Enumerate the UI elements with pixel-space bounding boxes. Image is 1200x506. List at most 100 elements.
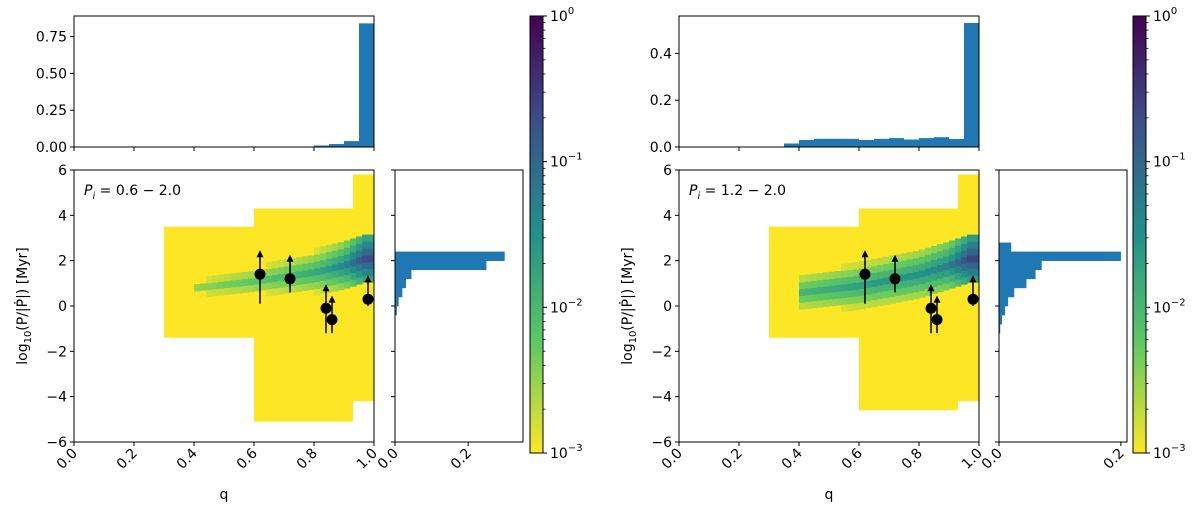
heatmap-cell bbox=[937, 278, 944, 286]
heatmap-cell bbox=[883, 283, 890, 292]
heatmap-cell bbox=[272, 288, 279, 296]
top-histogram bbox=[784, 23, 979, 148]
top-y-tick-label: 0.50 bbox=[36, 66, 67, 82]
heatmap-cell bbox=[236, 279, 243, 287]
heatmap-cell bbox=[937, 250, 944, 259]
heatmap-cell bbox=[332, 284, 339, 292]
heatmap-cell bbox=[943, 269, 950, 277]
heatmap-cell bbox=[889, 255, 896, 263]
heatmap-cell bbox=[931, 266, 938, 274]
heatmap-cell bbox=[913, 271, 920, 279]
heatmap-cell bbox=[853, 262, 860, 270]
heatmap-cell bbox=[829, 285, 836, 293]
heatmap-cell bbox=[925, 274, 932, 283]
heatmap-cell bbox=[901, 253, 908, 261]
heatmap-cell bbox=[919, 263, 926, 271]
heatmap-cell bbox=[200, 283, 207, 291]
heatmap-cell bbox=[224, 273, 231, 282]
heatmap-cell bbox=[811, 300, 818, 309]
heatmap-cell bbox=[332, 263, 339, 272]
right-x-tick-label: 0.2 bbox=[448, 446, 475, 473]
heatmap-cell bbox=[859, 302, 866, 310]
x-tick-label: 0.2 bbox=[719, 446, 746, 473]
heatmap-cell bbox=[350, 265, 357, 273]
heatmap-cell bbox=[949, 281, 956, 289]
heatmap-cell bbox=[817, 279, 824, 288]
heatmap-cell bbox=[350, 258, 357, 267]
heatmap-cell bbox=[350, 252, 357, 260]
heatmap-cell bbox=[206, 289, 213, 297]
top-axes-frame bbox=[678, 15, 980, 148]
heatmap-cell bbox=[955, 258, 962, 267]
heatmap-cell bbox=[811, 294, 818, 302]
heatmap-cell bbox=[218, 288, 225, 296]
heatmap-cell bbox=[967, 261, 974, 270]
heatmap-cell bbox=[847, 303, 854, 311]
heatmap-cell bbox=[817, 286, 824, 294]
heatmap-cell bbox=[326, 258, 333, 266]
top-hist-bar bbox=[329, 144, 344, 147]
heatmap-cell bbox=[266, 261, 273, 270]
observation-arrow-head bbox=[256, 250, 264, 258]
heatmap-cell bbox=[248, 271, 255, 279]
heatmap-cell bbox=[973, 255, 980, 263]
heatmap-cell bbox=[901, 260, 908, 268]
heatmap-cell bbox=[308, 282, 315, 290]
heatmap-cell bbox=[859, 261, 866, 269]
heatmap-cell bbox=[877, 291, 884, 300]
heatmap-cell bbox=[278, 280, 285, 288]
heatmap-cell bbox=[302, 283, 309, 291]
heatmap-cell bbox=[811, 287, 818, 295]
heatmap-cell bbox=[841, 277, 848, 285]
heatmap-cell bbox=[332, 277, 339, 285]
top-hist-bar bbox=[964, 23, 979, 148]
heatmap-cell bbox=[931, 279, 938, 288]
heatmap-cell bbox=[350, 245, 357, 253]
top-y-tick-label: 0.75 bbox=[36, 30, 67, 46]
heatmap-cell bbox=[949, 267, 956, 275]
heatmap-cell bbox=[853, 282, 860, 290]
heatmap-cell bbox=[296, 264, 303, 272]
right-x-tick-label: 0.0 bbox=[375, 446, 402, 473]
heatmap-cell bbox=[913, 285, 920, 293]
heatmap-cell bbox=[206, 282, 213, 291]
observation-point bbox=[967, 293, 979, 305]
heatmap-cell bbox=[805, 287, 812, 296]
heatmap-cell bbox=[889, 282, 896, 291]
heatmap-cell bbox=[338, 248, 345, 257]
heatmap-cell bbox=[290, 264, 297, 273]
heatmap-cell bbox=[931, 286, 938, 295]
heatmap-cell bbox=[955, 252, 962, 260]
heatmap-cell bbox=[943, 242, 950, 250]
heatmap-cell bbox=[865, 287, 872, 295]
heatmap-cell bbox=[344, 281, 351, 289]
heatmap-cell bbox=[847, 296, 854, 305]
heatmap-region-2 bbox=[958, 174, 979, 402]
top-histogram bbox=[314, 23, 374, 147]
y-tick-label: 0 bbox=[663, 299, 672, 315]
heatmap-region-1 bbox=[254, 208, 353, 422]
heatmap-cell bbox=[278, 259, 285, 268]
right-hist-bar bbox=[999, 278, 1027, 289]
heatmap-cell bbox=[206, 275, 213, 284]
heatmap-cell bbox=[841, 297, 848, 305]
heatmap-cell bbox=[362, 268, 369, 276]
right-panel: 0.0 0.2 0.4 0.6 0.8 1.0−6−4−20246qlog10(P/|Ṗ|… bbox=[618, 6, 1186, 503]
heatmap-cell bbox=[859, 288, 866, 296]
heatmap-cell bbox=[889, 289, 896, 297]
y-tick-label: 4 bbox=[58, 208, 67, 224]
heatmap-cell bbox=[877, 285, 884, 293]
right-hist-bar bbox=[395, 287, 403, 298]
heatmap-cell bbox=[847, 283, 854, 291]
heatmap-cell bbox=[973, 268, 980, 276]
heatmap-cell bbox=[883, 270, 890, 278]
heatmap-cell bbox=[320, 246, 327, 254]
heatmap-cell bbox=[853, 302, 860, 311]
y-axis-label: log10(P/|Ṗ|) [Myr] bbox=[13, 247, 34, 365]
heatmap-cell bbox=[841, 290, 848, 298]
heatmap-cell bbox=[326, 244, 333, 253]
heatmap-cell bbox=[967, 241, 974, 249]
x-tick-label: 0.8 bbox=[899, 446, 926, 473]
heatmap-cell bbox=[368, 261, 375, 270]
heatmap-cell bbox=[368, 241, 375, 249]
